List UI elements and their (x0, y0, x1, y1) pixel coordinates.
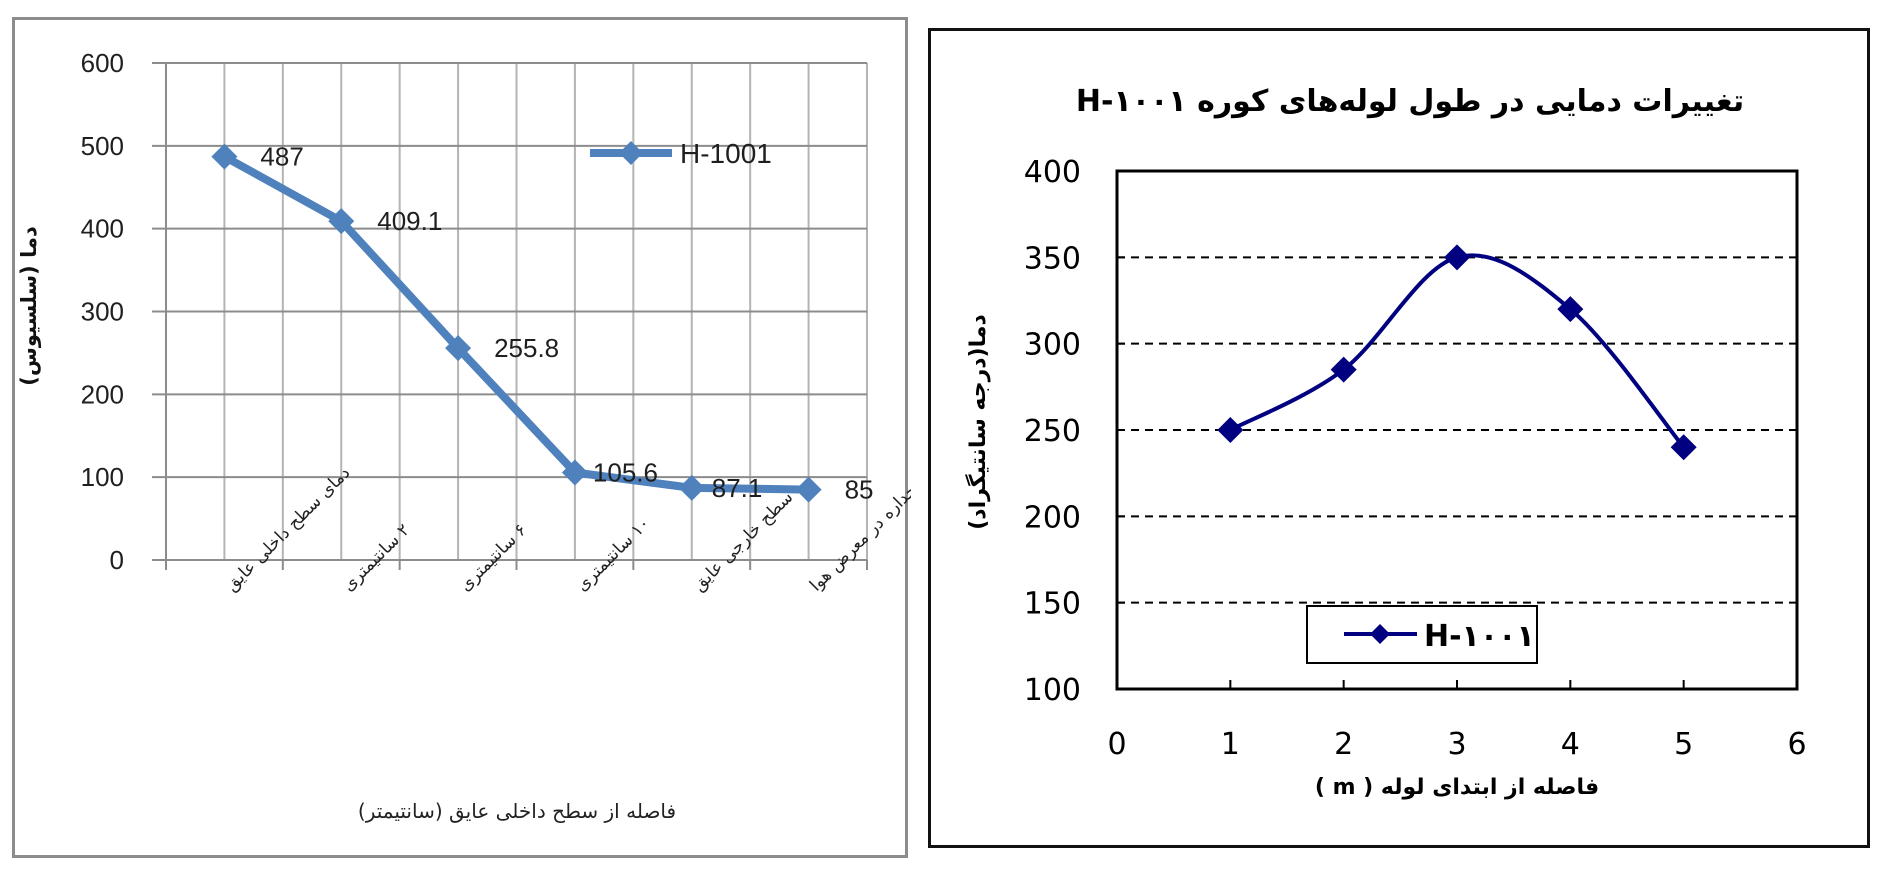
svg-text:0: 0 (110, 545, 124, 575)
svg-text:255.8: 255.8 (494, 333, 559, 363)
svg-text:دمای سطح داخلی عایق: دمای سطح داخلی عایق (222, 463, 354, 595)
svg-text:300: 300 (81, 297, 124, 327)
left-line-chart: 0 100 200 300 400 500 600 دمای سطح داخلی عایق۲ … (17, 48, 911, 823)
legend: H-۱۰۰۱ (1306, 605, 1538, 664)
svg-text:100: 100 (81, 462, 124, 492)
data-point-marker (1330, 356, 1357, 383)
data-point-marker (1217, 417, 1244, 443)
svg-text:85: 85 (845, 475, 874, 505)
svg-text:200: 200 (1024, 500, 1081, 535)
svg-text:۱۰ سانتیمتری: ۱۰ سانتیمتری (572, 514, 654, 596)
data-point-marker (1670, 434, 1697, 461)
data-point-marker (678, 474, 705, 501)
svg-text:400: 400 (1024, 155, 1081, 190)
data-point-marker (561, 459, 588, 486)
legend-marker (619, 141, 643, 165)
svg-text:600: 600 (81, 48, 124, 78)
svg-text:4: 4 (1561, 727, 1580, 762)
legend-marker (1370, 624, 1390, 644)
chart-title: تغییرات دمایی در طول لوله‌های کوره H-۱۰۰… (1076, 84, 1744, 119)
svg-text:5: 5 (1674, 727, 1693, 762)
y-tick-labels: 100 150 200 250 300 350 400 (1024, 155, 1081, 708)
svg-text:200: 200 (81, 379, 124, 409)
svg-text:3: 3 (1447, 727, 1466, 762)
svg-text:409.1: 409.1 (377, 206, 442, 236)
y-axis-title: دما (سلسیوس) (17, 226, 41, 386)
right-chart-panel: تغییرات دمایی در طول لوله‌های کوره H-۱۰۰… (928, 28, 1870, 848)
series-line-h1001 (222, 153, 809, 494)
svg-text:500: 500 (81, 131, 124, 161)
legend-label: H-۱۰۰۱ (1424, 619, 1535, 654)
svg-text:۶ سانتیمتری: ۶ سانتیمتری (455, 520, 530, 595)
svg-text:87.1: 87.1 (712, 473, 763, 503)
svg-text:100: 100 (1024, 673, 1081, 708)
left-chart-panel: 0 100 200 300 400 500 600 دمای سطح داخلی عایق ۲ … (12, 17, 911, 858)
svg-text:0: 0 (1107, 727, 1126, 762)
legend: H-1001 (590, 138, 772, 169)
data-point-marker (1444, 244, 1470, 271)
x-axis-title: فاصله از سطح داخلی عایق (سانتیمتر) (358, 799, 676, 823)
svg-text:300: 300 (1024, 328, 1081, 363)
svg-text:2: 2 (1334, 727, 1353, 762)
svg-text:350: 350 (1024, 241, 1081, 276)
series-line-h1001 (1229, 253, 1686, 449)
svg-text:150: 150 (1024, 587, 1081, 622)
svg-text:400: 400 (81, 214, 124, 244)
right-line-chart: تغییرات دمایی در طول لوله‌های کوره H-۱۰۰… (964, 84, 1807, 800)
x-axis-title: فاصله از ابتدای لوله ( m ) (1315, 775, 1599, 800)
data-point-marker (211, 143, 238, 170)
svg-text:سطح خارجی عایق: سطح خارجی عایق (689, 488, 797, 596)
svg-text:6: 6 (1787, 727, 1806, 762)
data-point-marker (328, 208, 355, 235)
data-labels: 487 409.1 255.8 105.6 87.1 85 (260, 142, 873, 505)
y-axis-title: دما(درجه سانتیگراد) (964, 314, 991, 530)
svg-text:۲ سانتیمتری: ۲ سانتیمتری (339, 520, 414, 595)
data-point-marker (1557, 296, 1584, 323)
data-point-marker (445, 335, 472, 362)
legend-label: H-1001 (680, 138, 772, 169)
svg-text:105.6: 105.6 (593, 458, 658, 488)
data-point-marker (795, 476, 822, 503)
svg-text:250: 250 (1024, 414, 1081, 449)
y-tick-labels: 0 100 200 300 400 500 600 (81, 48, 124, 575)
x-tick-labels: 0 1 2 3 4 5 6 (1107, 727, 1806, 762)
svg-text:487: 487 (260, 142, 303, 172)
svg-text:1: 1 (1221, 727, 1240, 762)
